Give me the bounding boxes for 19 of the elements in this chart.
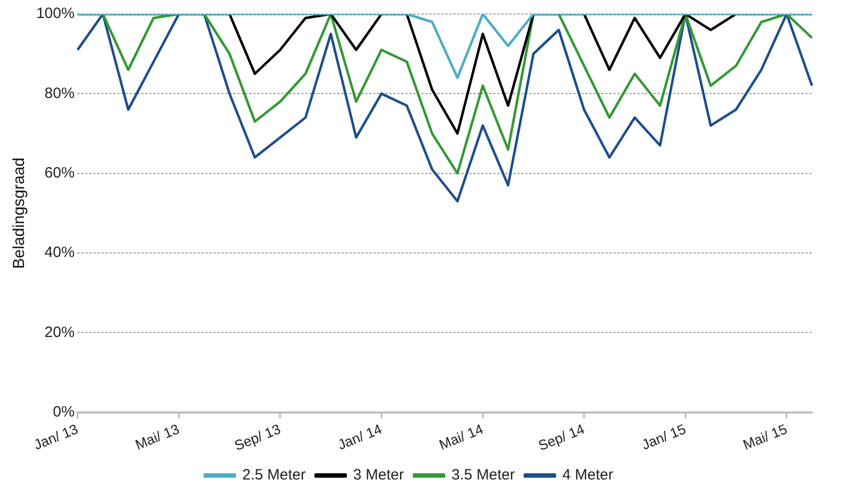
x-tick-label: Sep/ 14 (536, 420, 587, 454)
x-tick-label: Jan/ 14 (335, 420, 384, 453)
x-tick-label: Sep/ 13 (232, 420, 283, 454)
x-tick-label: Mai/ 13 (132, 420, 182, 453)
y-tick-label: 0% (52, 403, 75, 420)
legend-label: 2.5 Meter (242, 466, 306, 484)
y-tick-label: 20% (44, 324, 75, 341)
y-tick-label: 100% (36, 5, 75, 22)
legend-label: 3 Meter (353, 466, 404, 484)
y-axis-title: Beladingsgraad (11, 158, 28, 269)
y-tick-label: 60% (44, 164, 75, 182)
legend-label: 4 Meter (562, 466, 614, 484)
y-tick-label: 80% (44, 84, 75, 102)
x-tick-label: Jan/ 13 (32, 420, 80, 453)
x-tick-label: Mai/ 15 (740, 420, 790, 453)
x-tick-label: Mai/ 14 (436, 420, 486, 453)
x-tick-label: Jan/ 15 (639, 420, 688, 453)
legend-label: 3.5 Meter (452, 466, 515, 484)
y-tick-label: 40% (44, 244, 75, 262)
